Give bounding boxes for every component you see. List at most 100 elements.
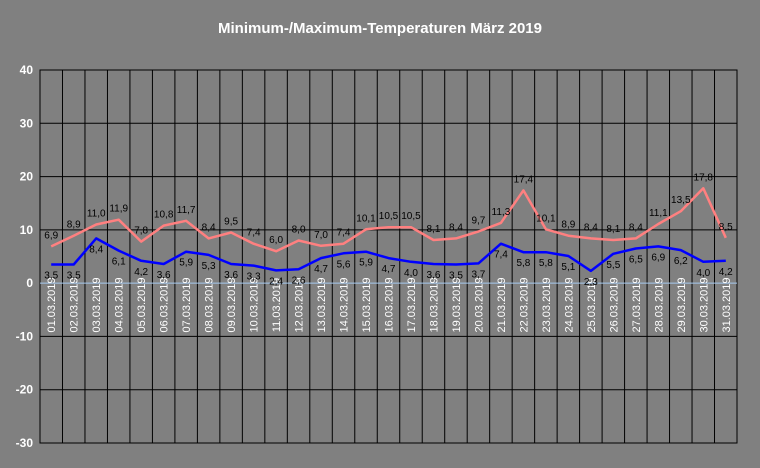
x-tick-label: 10.03.2019 xyxy=(249,277,261,332)
x-tick-label: 27.03.2019 xyxy=(631,277,643,332)
max-data-label: 11,1 xyxy=(649,208,668,219)
min-data-label: 5,8 xyxy=(516,258,530,269)
x-tick-label: 26.03.2019 xyxy=(608,277,620,332)
y-tick-label: -20 xyxy=(16,383,34,397)
x-tick-label: 16.03.2019 xyxy=(384,277,396,332)
max-data-label: 10,5 xyxy=(401,211,421,222)
y-tick-label: 30 xyxy=(20,116,34,130)
x-tick-label: 05.03.2019 xyxy=(136,277,148,332)
plot-area xyxy=(39,69,738,444)
min-data-label: 8,4 xyxy=(89,244,103,255)
y-tick-label: 20 xyxy=(20,170,34,184)
max-data-label: 8,0 xyxy=(292,225,306,236)
y-tick-label: 40 xyxy=(20,63,34,77)
min-data-label: 2,6 xyxy=(292,275,306,286)
x-tick-label: 17.03.2019 xyxy=(406,277,418,332)
min-data-label: 6,9 xyxy=(651,252,665,263)
min-data-label: 2,3 xyxy=(584,277,598,288)
min-data-label: 5,5 xyxy=(606,260,620,271)
min-data-label: 3,5 xyxy=(449,270,463,281)
min-data-label: 2,4 xyxy=(269,276,283,287)
min-data-label: 3,6 xyxy=(157,270,171,281)
min-data-label: 6,5 xyxy=(629,255,643,266)
max-data-label: 9,5 xyxy=(224,217,238,228)
max-data-label: 7,4 xyxy=(337,228,351,239)
max-data-label: 7,8 xyxy=(134,226,148,237)
x-tick-label: 18.03.2019 xyxy=(428,277,440,332)
series-lines xyxy=(50,187,727,273)
max-data-label: 11,9 xyxy=(109,204,128,215)
x-axis-tick-labels: 01.03.2019 02.03.2019 03.03.2019 04.03.2019… xyxy=(46,277,733,332)
max-data-label: 8,4 xyxy=(202,222,216,233)
min-data-label: 5,6 xyxy=(337,259,351,270)
min-data-label: 4,7 xyxy=(382,264,396,275)
max-data-label: 10,1 xyxy=(356,213,376,224)
max-data-label: 8,4 xyxy=(449,222,463,233)
max-data-label: 11,0 xyxy=(87,209,106,220)
min-data-label: 5,1 xyxy=(561,262,575,273)
x-tick-label: 29.03.2019 xyxy=(676,277,688,332)
min-data-label: 6,1 xyxy=(112,257,126,268)
x-tick-label: 14.03.2019 xyxy=(339,277,351,332)
max-data-label: 8,4 xyxy=(584,222,598,233)
min-data-label: 3,5 xyxy=(44,270,58,281)
x-tick-label: 19.03.2019 xyxy=(451,277,463,332)
y-axis-tick-labels: 40 30 20 10 0 -10 -20 -30 xyxy=(16,63,34,450)
x-tick-label: 09.03.2019 xyxy=(226,277,238,332)
min-data-label: 5,8 xyxy=(539,258,553,269)
x-tick-label: 31.03.2019 xyxy=(721,277,733,332)
x-tick-label: 07.03.2019 xyxy=(181,277,193,332)
x-tick-label: 25.03.2019 xyxy=(586,277,598,332)
max-data-label: 7,4 xyxy=(247,228,261,239)
min-data-label: 4,2 xyxy=(719,267,733,278)
min-data-label: 4,0 xyxy=(696,268,710,279)
y-tick-label: 10 xyxy=(20,223,34,237)
min-data-label: 3,5 xyxy=(67,270,81,281)
x-tick-label: 22.03.2019 xyxy=(518,277,530,332)
max-data-label: 17,8 xyxy=(694,172,714,183)
x-tick-label: 23.03.2019 xyxy=(541,277,553,332)
min-data-label: 4,2 xyxy=(134,267,148,278)
x-tick-label: 30.03.2019 xyxy=(698,277,710,332)
min-data-label: 4,7 xyxy=(314,264,328,275)
x-tick-label: 12.03.2019 xyxy=(294,277,306,332)
max-temperature-line xyxy=(50,187,727,253)
x-tick-label: 03.03.2019 xyxy=(91,277,103,332)
max-data-label: 9,7 xyxy=(471,215,485,226)
x-tick-label: 02.03.2019 xyxy=(69,277,81,332)
max-data-label: 10,1 xyxy=(536,213,556,224)
chart-title: Minimum-/Maximum-Temperaturen März 2019 xyxy=(218,20,542,37)
x-tick-label: 24.03.2019 xyxy=(563,277,575,332)
max-data-label: 8,1 xyxy=(427,224,441,235)
min-data-label: 6,2 xyxy=(674,256,688,267)
data-labels: 6,9 8,9 11,0 11,9 7,8 10,8 11,7 8,4 9,5 7,4 6,0 8,0… xyxy=(44,172,733,288)
vertical-gridlines xyxy=(61,70,716,443)
max-data-label: 8,9 xyxy=(561,220,575,231)
max-data-label: 8,9 xyxy=(67,220,81,231)
x-tick-label: 08.03.2019 xyxy=(204,277,216,332)
y-tick-label: -10 xyxy=(16,329,34,343)
max-data-label: 10,8 xyxy=(154,210,174,221)
min-data-label: 7,4 xyxy=(494,250,508,261)
min-data-label: 5,9 xyxy=(359,258,373,269)
x-tick-label: 04.03.2019 xyxy=(114,277,126,332)
min-data-label: 5,9 xyxy=(179,258,193,269)
max-data-label: 7,0 xyxy=(314,230,328,241)
min-data-label: 4,0 xyxy=(404,268,418,279)
max-data-label: 11,7 xyxy=(177,205,196,216)
x-tick-label: 15.03.2019 xyxy=(361,277,373,332)
x-tick-label: 21.03.2019 xyxy=(496,277,508,332)
max-data-label: 6,9 xyxy=(44,230,58,241)
min-data-label: 3,7 xyxy=(471,269,485,280)
x-tick-label: 20.03.2019 xyxy=(473,277,485,332)
x-tick-label: 01.03.2019 xyxy=(46,277,58,332)
min-data-label: 3,3 xyxy=(247,272,261,283)
x-tick-label: 28.03.2019 xyxy=(653,277,665,332)
min-data-label: 3,6 xyxy=(224,270,238,281)
max-data-label: 13,5 xyxy=(671,195,691,206)
max-data-label: 8,5 xyxy=(719,222,733,233)
min-data-label: 3,6 xyxy=(427,270,441,281)
min-temperature-line xyxy=(51,237,726,273)
max-data-label: 6,0 xyxy=(269,235,283,246)
x-tick-label: 11.03.2019 xyxy=(271,278,283,332)
